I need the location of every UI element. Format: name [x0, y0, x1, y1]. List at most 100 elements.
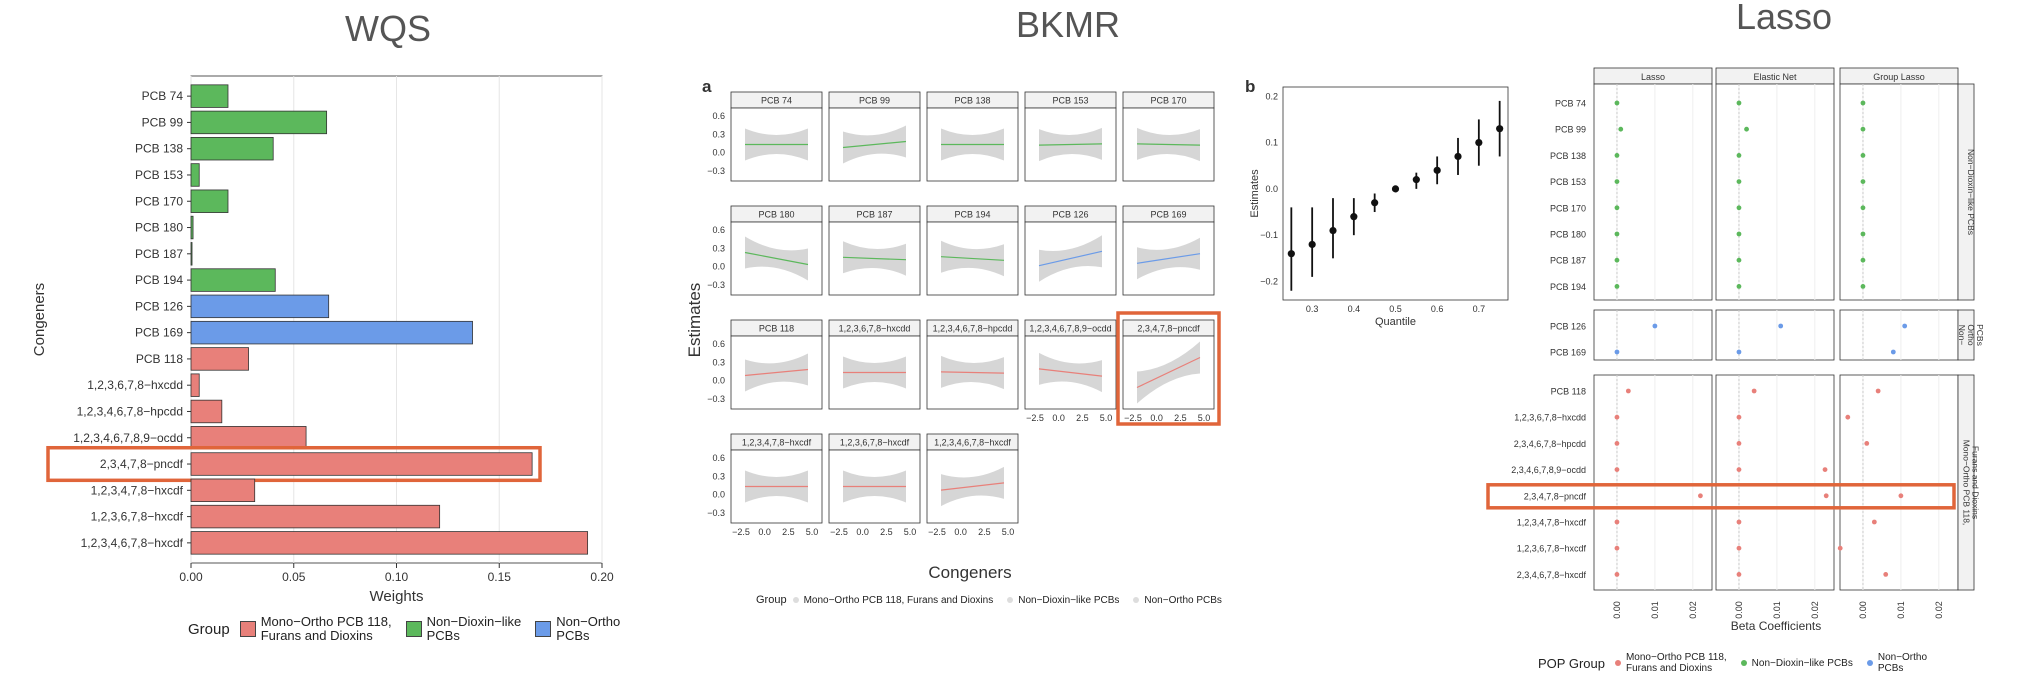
lasso-point: [1614, 257, 1620, 263]
lasso-point: [1614, 414, 1620, 420]
lasso-category-label: 2,3,4,6,7,8,9−ocdd: [1511, 465, 1586, 475]
lasso-point: [1614, 349, 1620, 355]
bkmr-estimate-line: [1038, 143, 1103, 146]
quantile-ytick-label: 0.0: [1265, 184, 1278, 194]
lasso-group-strip: [1957, 83, 1975, 301]
quantile-ytick-label: 0.1: [1265, 138, 1278, 148]
lasso-panel: [1593, 374, 1713, 591]
wqs-category-label: PCB 170: [135, 194, 183, 208]
lasso-category-label: PCB 180: [1550, 230, 1586, 240]
legend-dot: [1133, 597, 1140, 603]
bkmr-legend-item-nonortho: Non−Ortho PCBs: [1133, 595, 1222, 606]
lasso-category-label: 2,3,4,7,8−pncdf: [1524, 491, 1587, 501]
bkmr-estimate-line: [744, 368, 809, 377]
lasso-group-strip-label: PCBs: [1975, 324, 1985, 346]
lasso-point: [1736, 257, 1742, 263]
wqs-bar: [190, 110, 328, 135]
wqs-bar: [190, 163, 200, 187]
bkmr-xtick-label: 5.0: [904, 527, 917, 537]
bkmr-ytick-label: 0.3: [712, 357, 725, 367]
lasso-panel: [1839, 83, 1959, 301]
lasso-point: [1614, 545, 1620, 551]
bkmr-panel-title: PCB 74: [761, 96, 792, 106]
wqs-xtick-label: 0.00: [179, 570, 203, 584]
bkmr-ytick-label: 0.3: [712, 129, 725, 139]
wqs-legend-item-nonortho: Non−Ortho PCBs: [535, 614, 620, 644]
bkmr-xtick-label: 5.0: [1198, 413, 1211, 423]
lasso-category-label: PCB 153: [1550, 177, 1586, 187]
bkmr-panel-title: 1,2,3,4,6,7,8,9−ocdd: [1029, 324, 1111, 334]
quantile-point: [1412, 176, 1420, 184]
bkmr-panel-title: 1,2,3,4,6,7,8−hpcdd: [933, 324, 1013, 334]
bkmr-ytick-label: 0.0: [712, 490, 725, 500]
lasso-point: [1860, 231, 1866, 237]
wqs-bar: [190, 294, 330, 319]
legend-dot: [1740, 660, 1747, 666]
bkmr-ytick-label: 0.6: [712, 339, 725, 349]
lasso-point: [1736, 572, 1742, 577]
bkmr-legend-title: Group: [756, 594, 787, 606]
bkmr-panel-title: PCB 187: [856, 210, 892, 220]
quantile-ylabel: Estimates: [1249, 169, 1261, 218]
quantile-point: [1496, 125, 1504, 133]
lasso-point: [1860, 126, 1866, 132]
wqs-bar: [190, 531, 589, 555]
quantile-xtick-label: 0.4: [1348, 304, 1361, 314]
lasso-point: [1614, 572, 1620, 577]
lasso-panel: [1715, 374, 1835, 591]
bkmr-panel-title: 1,2,3,6,7,8−hxcdf: [840, 438, 910, 448]
wqs-category-label: PCB 126: [135, 299, 183, 313]
bkmr-ytick-label: −0.3: [707, 394, 725, 404]
lasso-point: [1736, 231, 1742, 237]
lasso-point: [1736, 205, 1742, 211]
wqs-category-label: 1,2,3,4,7,8−hxcdf: [91, 483, 184, 497]
lasso-legend-title: POP Group: [1538, 655, 1605, 671]
wqs-category-label: PCB 180: [135, 221, 183, 235]
bkmr-panel-title: PCB 126: [1052, 210, 1088, 220]
lasso-point: [1898, 493, 1904, 499]
lasso-category-label: PCB 170: [1550, 203, 1586, 213]
lasso-point: [1736, 519, 1742, 525]
lasso-xtick-label: 0.01: [1772, 601, 1782, 619]
bkmr-panel-title: PCB 194: [954, 210, 990, 220]
lasso-point: [1860, 153, 1866, 158]
bkmr-estimate-line: [940, 371, 1005, 374]
lasso-point: [1902, 323, 1908, 329]
legend-label: Non−Dioxin−like PCBs: [1751, 657, 1853, 669]
wqs-category-label: 1,2,3,4,6,7,8−hxcdf: [81, 536, 184, 550]
lasso-category-label: 2,3,4,6,7,8−hpcdd: [1514, 439, 1586, 449]
lasso-xtick-label: 0.01: [1896, 601, 1906, 619]
bkmr-estimate-line: [1038, 250, 1103, 267]
wqs-bar: [190, 268, 276, 292]
wqs-xtick-label: 0.20: [590, 570, 614, 584]
wqs-bar: [190, 136, 274, 161]
lasso-point: [1822, 467, 1828, 472]
bkmr-panel-title: 1,2,3,4,6,7,8−hxcdf: [934, 438, 1011, 448]
quantile-xtick-label: 0.6: [1431, 304, 1444, 314]
lasso-category-label: PCB 169: [1550, 348, 1586, 358]
wqs-category-label: PCB 187: [135, 247, 183, 261]
wqs-bar: [190, 242, 193, 266]
lasso-title: Lasso: [1736, 0, 1833, 37]
bkmr-xtick-label: 2.5: [978, 527, 991, 537]
quantile-plot-area: [1282, 86, 1509, 301]
legend-swatch: [239, 621, 256, 638]
lasso-method-label: Group Lasso: [1873, 72, 1925, 82]
bkmr-panel-title: PCB 169: [1150, 210, 1186, 220]
lasso-point: [1860, 257, 1866, 263]
lasso-point: [1614, 100, 1620, 106]
lasso-point: [1860, 100, 1866, 106]
bkmr-xtick-label: 0.0: [1150, 413, 1163, 423]
lasso-point: [1823, 493, 1829, 499]
bkmr-estimate-line: [940, 256, 1005, 261]
bkmr-xtick-label: −2.5: [928, 527, 946, 537]
legend-label: Mono−Ortho PCB 118, Furans and Dioxins: [260, 614, 392, 644]
legend-dot: [1614, 660, 1621, 666]
wqs-category-label: 1,2,3,4,6,7,8,9−ocdd: [73, 431, 183, 445]
wqs-category-label: 1,2,3,6,7,8−hxcdd: [87, 378, 183, 392]
bkmr-ytick-label: 0.6: [712, 225, 725, 235]
bkmr-ytick-label: 0.0: [712, 376, 725, 386]
lasso-group-strip-label: Mono−Ortho PCB 118,: [1962, 440, 1972, 526]
bkmr-legend: Group Mono−Ortho PCB 118, Furans and Dio…: [756, 594, 1236, 606]
